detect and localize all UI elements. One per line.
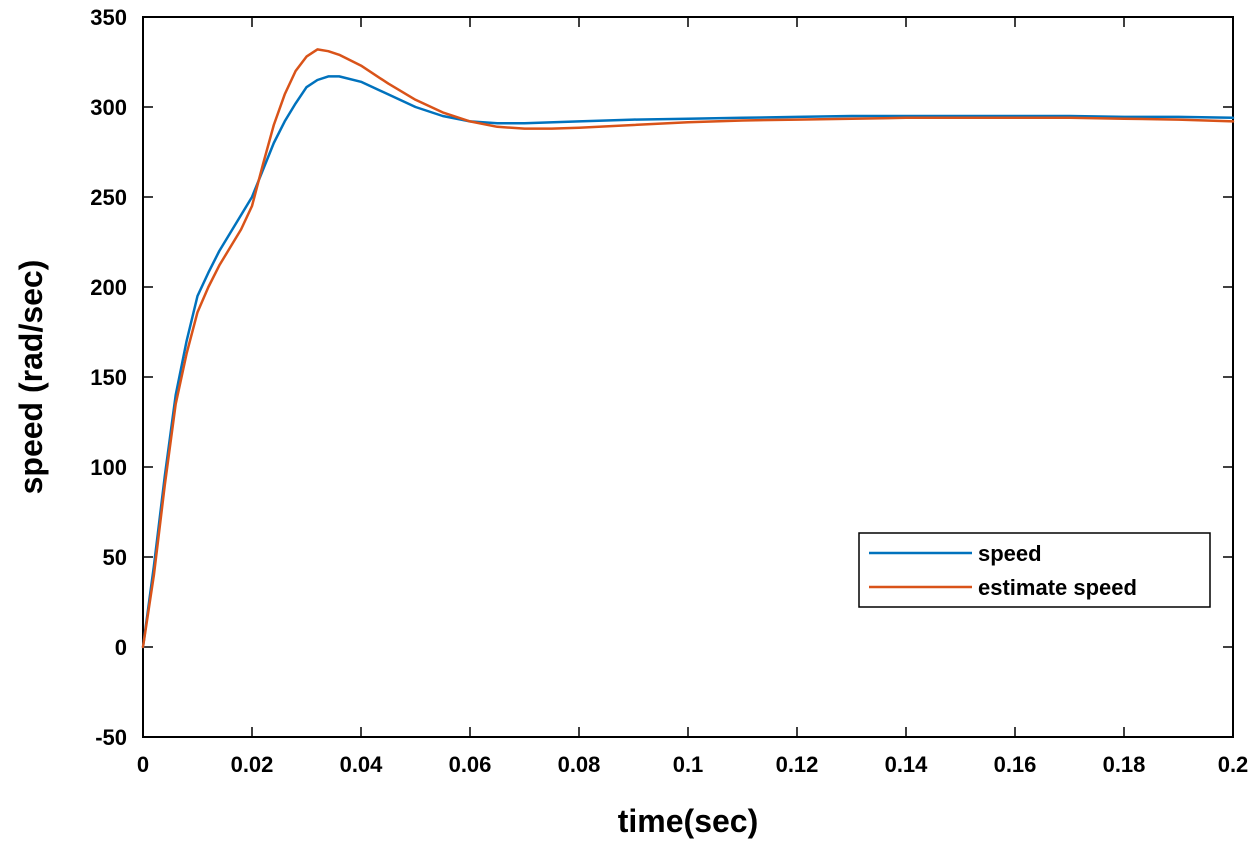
legend-box (858, 532, 1211, 608)
x-tick-label: 0.08 (558, 752, 601, 777)
x-tick-label: 0.1 (673, 752, 704, 777)
x-ticks: 0 0.02 0.04 0.06 0.08 0.1 0.12 0.14 0.16 0.18 0.2 (137, 17, 1248, 777)
legend-label-estimate-speed: estimate speed (978, 575, 1137, 600)
x-tick-label: 0.04 (340, 752, 384, 777)
legend-label-speed: speed (978, 541, 1042, 566)
x-tick-label: 0.14 (885, 752, 929, 777)
y-ticks: -50 0 50 100 150 200 250 300 350 (90, 5, 1233, 750)
x-tick-label: 0.02 (231, 752, 274, 777)
x-tick-label: 0.18 (1103, 752, 1146, 777)
x-tick-label: 0.12 (776, 752, 819, 777)
legend: speed estimate speed (858, 532, 1211, 608)
plot-area (142, 16, 1234, 738)
y-tick-label: 100 (90, 455, 127, 480)
y-tick-label: 0 (115, 635, 127, 660)
y-tick-label: -50 (95, 725, 127, 750)
y-tick-label: 200 (90, 275, 127, 300)
series-lines (141, 48, 1235, 649)
x-tick-label: 0.16 (994, 752, 1037, 777)
series-line-speed (141, 75, 1235, 649)
y-tick-label: 350 (90, 5, 127, 30)
y-tick-label: 150 (90, 365, 127, 390)
y-tick-label: 50 (103, 545, 127, 570)
x-axis-title: time(sec) (618, 803, 759, 839)
y-axis-title: speed (rad/sec) (13, 260, 49, 495)
y-tick-label: 300 (90, 95, 127, 120)
y-tick-label: 250 (90, 185, 127, 210)
x-tick-label: 0.06 (449, 752, 492, 777)
x-tick-label: 0 (137, 752, 149, 777)
x-tick-label: 0.2 (1218, 752, 1249, 777)
series-line-estimate-speed (141, 48, 1235, 649)
